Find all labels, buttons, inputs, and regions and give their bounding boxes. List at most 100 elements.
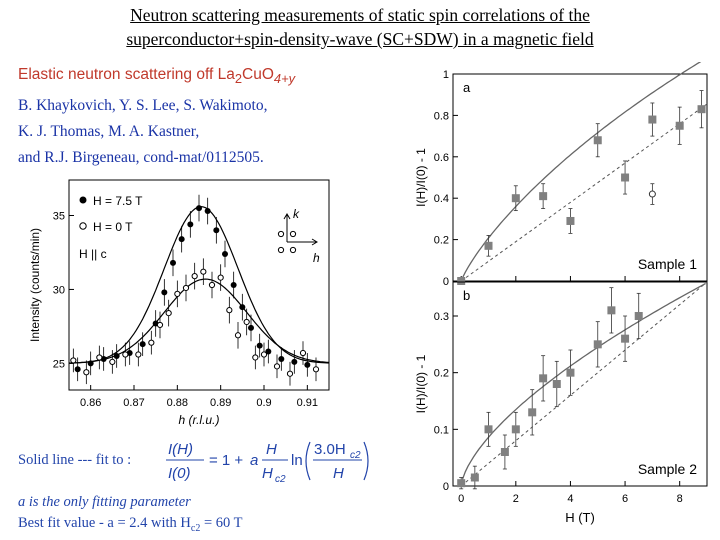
formula-paren-right [363,441,369,481]
left-point-0T [234,332,242,339]
left-point-7.5T [178,236,185,243]
left-point-7.5T [113,352,120,359]
left-ytick-label: 30 [53,284,65,296]
authors-line-3: and R.J. Birgeneau, cond-mat/0112505. [18,149,264,166]
right-plot-frame-1 [452,73,708,282]
left-point-7.5T [187,221,194,228]
right-ytick-label: 0.8 [434,110,449,122]
left-point-7.5T [139,341,146,348]
fit-label: Solid line --- fit to : [18,452,132,468]
legend-label-0T: H = 0 T [93,220,133,234]
left-point-7.5T [87,360,94,367]
left-point-7.5T [204,208,211,215]
right-xtick-label: 0 [458,493,464,505]
left-point-0T [200,268,207,275]
inset-k-label: k [293,207,300,221]
panel-label-1: a [463,80,471,95]
left-plot-frame [68,179,330,391]
right-field-charts: 0 0.2 0.4 0.6 0.8 1 I(H)/I(0) - 1 a Sample 1 0 0.1… [414,62,708,525]
formula-ln: ln [291,452,303,469]
left-point-0T [312,366,320,373]
formula-a: a [250,452,258,469]
left-point-7.5T [304,361,311,368]
left-point-0T [174,290,181,297]
right-xtick-label: 4 [567,493,573,505]
right-point-square [470,473,479,482]
right-xtick-label: 6 [622,493,628,505]
left-point-0T [273,363,281,370]
formula-lhs-den: I(0) [168,465,191,482]
right-point-square [484,425,493,434]
left-point-0T [252,354,259,361]
inset-h-label: h [313,251,320,265]
left-point-0T [148,339,155,346]
left-point-7.5T [161,289,168,296]
left-point-0T [191,273,198,280]
left-point-0T [217,274,224,281]
left-xtick-label: 0.87 [123,397,144,409]
left-point-7.5T [248,324,254,331]
left-xtick-label: 0.9 [256,397,271,409]
right-fit-curve-2 [460,282,706,487]
note-fitting-parameter: a is the only fitting parameter [18,494,191,510]
left-point-0T [299,349,307,357]
right-ytick-label: 0.3 [434,311,449,323]
left-point-7.5T [256,342,263,349]
left-point-7.5T [196,205,202,212]
fit-formula: I(H) I(0) = 1 + a H H c2 ln 3.0H c2 H [166,441,369,485]
right-point-square [552,380,561,388]
left-point-0T [182,284,190,292]
left-point-7.5T [265,348,272,355]
right-point-square [566,216,575,225]
inset-peak-marker [289,230,297,238]
right-point-open [648,190,656,198]
right-point-square [457,277,466,285]
formula-eq: = 1 + [209,452,243,469]
left-point-7.5T [74,366,81,373]
title-line-1: Neutron scattering measurements of stati… [130,5,590,25]
left-ytick-label: 25 [53,358,65,370]
left-xtick-label: 0.91 [297,397,318,409]
left-point-7.5T [213,227,220,234]
left-fit-curve-0T [69,278,330,364]
inset-h-arrow [311,238,318,246]
formula-lhs-num: I(H) [168,441,193,458]
left-ylabel: Intensity (counts/min) [28,228,42,342]
right-point-square [511,425,520,434]
left-xlabel: h (r.l.u.) [179,413,220,427]
right-ytick-label: 0.4 [434,193,449,205]
note-best-fit: Best fit value - a = 2.4 with Hc2 = 60 T [18,515,243,534]
formula-paren-left [305,441,311,481]
right-point-square [621,173,630,182]
left-point-0T [286,370,294,377]
left-point-0T [165,309,172,317]
right-point-square [500,448,509,456]
left-point-0T [109,358,116,366]
panel-label-2: b [463,288,470,303]
formula-arg-den: H [333,465,344,482]
left-point-0T [260,351,268,358]
inset-k-arrow [283,213,291,220]
right-ytick-label: 0.2 [434,368,449,380]
right-point-square [539,374,548,383]
right-ytick-label: 0 [443,276,449,288]
right-ytick-label: 0.6 [434,152,449,164]
right-ytick-label: 0.2 [434,235,449,247]
left-point-7.5T [278,355,285,362]
inset-peak-marker [277,230,285,238]
formula-frac-num: H [266,441,277,458]
sample-label-2: Sample 2 [638,461,697,477]
left-point-7.5T [230,282,237,288]
legend-marker-0T [79,222,87,230]
right-point-square [528,408,537,417]
right-fit-curve-1 [460,62,702,282]
left-point-0T [208,281,216,289]
right-xtick-label: 8 [677,493,683,505]
left-point-0T [135,351,142,358]
inset-peak-marker [289,246,297,254]
left-point-0T [96,354,103,361]
right-ylabel-2: I(H)/I(0) - 1 [414,354,428,413]
legend-label-7.5T: H = 7.5 T [93,194,143,208]
authors-line-2: K. J. Thomas, M. A. Kastner, [18,123,200,140]
